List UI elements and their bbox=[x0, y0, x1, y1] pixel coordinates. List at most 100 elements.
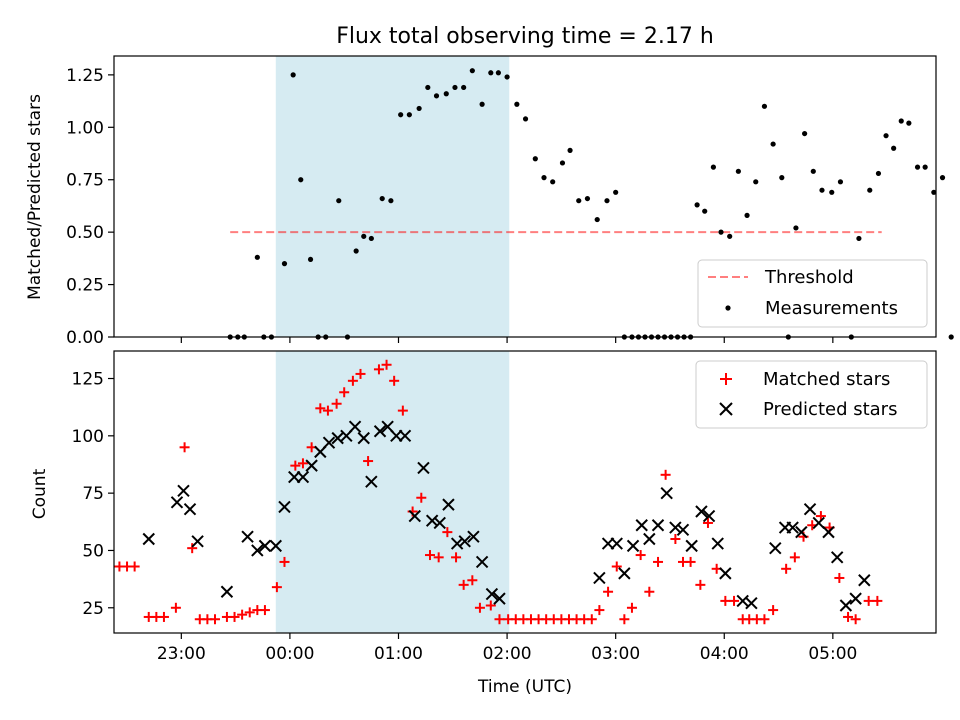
matched-star-point bbox=[850, 614, 861, 625]
predicted-star-point bbox=[220, 585, 234, 598]
predicted-star-point bbox=[241, 530, 254, 543]
measurement-point bbox=[718, 229, 724, 235]
matched-star-point bbox=[619, 614, 630, 625]
predicted-star-point bbox=[786, 521, 799, 534]
bottom-x-tick-label: 23:00 bbox=[157, 644, 206, 664]
matched-star-point bbox=[458, 579, 469, 590]
matched-star-point bbox=[863, 595, 874, 606]
measurement-point bbox=[425, 84, 431, 91]
matched-star-point bbox=[467, 575, 478, 586]
bottom-legend-box bbox=[695, 360, 928, 429]
matched-star-point bbox=[834, 572, 845, 583]
measurement-point bbox=[452, 84, 458, 91]
predicted-star-point bbox=[425, 514, 439, 527]
measurement-point bbox=[416, 105, 422, 112]
predicted-star-point bbox=[251, 544, 264, 557]
predicted-star-point bbox=[702, 509, 716, 523]
matched-star-point bbox=[373, 364, 384, 375]
matched-star-point bbox=[789, 552, 800, 563]
predicted-star-point bbox=[417, 461, 430, 475]
matched-star-point bbox=[416, 492, 427, 503]
measurement-point bbox=[461, 84, 467, 91]
measurement-point bbox=[254, 254, 260, 260]
measurement-point bbox=[353, 248, 359, 254]
legend-predicted-label: Predicted stars bbox=[763, 399, 897, 420]
predicted-star-point bbox=[191, 535, 204, 548]
matched-star-point bbox=[339, 387, 350, 398]
measurement-point bbox=[819, 187, 825, 193]
predicted-star-point bbox=[322, 436, 336, 449]
predicted-star-point bbox=[296, 470, 310, 484]
top-y-ticks: 0.00 0.25 0.50 0.75 1.00 1.25 bbox=[66, 66, 114, 348]
measurement-point bbox=[469, 68, 475, 74]
top-y-tick-label: 0.50 bbox=[66, 223, 104, 243]
predicted-stars-points bbox=[142, 420, 871, 612]
predicted-star-point bbox=[839, 599, 853, 612]
measurement-point bbox=[613, 189, 619, 195]
bottom-y-tick-label: 125 bbox=[72, 370, 104, 390]
matched-star-point bbox=[187, 543, 198, 554]
matched-star-point bbox=[695, 579, 706, 590]
bottom-y-tick-label: 25 bbox=[82, 599, 104, 619]
predicted-star-point bbox=[676, 523, 690, 537]
predicted-star-point bbox=[803, 502, 817, 516]
measurement-point bbox=[727, 233, 733, 239]
measurement-point bbox=[298, 177, 304, 183]
measurement-point bbox=[898, 118, 904, 124]
matched-star-point bbox=[209, 614, 220, 625]
matched-star-point bbox=[872, 595, 883, 606]
measurement-point bbox=[867, 187, 873, 193]
matched-star-point bbox=[397, 405, 408, 416]
measurement-point bbox=[604, 198, 610, 204]
measurement-point bbox=[559, 160, 566, 166]
predicted-star-point bbox=[278, 500, 291, 514]
measurement-point bbox=[406, 112, 412, 118]
measurement-point bbox=[735, 168, 741, 174]
measurement-point bbox=[336, 198, 342, 204]
predicted-star-point bbox=[458, 535, 471, 548]
bottom-x-ticks: 23:00 00:00 01:00 02:00 03:00 04:00 05:00 bbox=[157, 633, 857, 664]
matched-star-point bbox=[229, 611, 240, 622]
predicted-star-point bbox=[475, 555, 489, 569]
measurement-point bbox=[883, 133, 889, 139]
predicted-star-point bbox=[348, 420, 362, 433]
measurement-point bbox=[495, 70, 501, 76]
measurement-point bbox=[891, 145, 897, 151]
matched-star-point bbox=[129, 561, 140, 572]
matched-star-point bbox=[170, 602, 181, 613]
measurement-point bbox=[753, 179, 759, 185]
bottom-x-tick-label: 02:00 bbox=[483, 644, 532, 664]
top-y-axis-label: Matched/Predicted stars bbox=[25, 94, 45, 300]
top-y-tick-label: 0.75 bbox=[66, 171, 104, 191]
matched-star-point bbox=[259, 605, 270, 616]
measurement-point bbox=[922, 164, 928, 170]
bottom-x-tick-label: 03:00 bbox=[591, 644, 640, 664]
measurement-point bbox=[379, 195, 385, 202]
measurement-point bbox=[802, 130, 808, 137]
measurement-point bbox=[810, 168, 816, 174]
predicted-star-point bbox=[769, 541, 782, 555]
matched-star-point bbox=[485, 600, 496, 611]
matched-star-point bbox=[297, 458, 308, 469]
predicted-star-point bbox=[695, 505, 708, 518]
measurement-point bbox=[479, 101, 485, 107]
predicted-star-point bbox=[635, 519, 648, 532]
predicted-star-point bbox=[812, 516, 825, 530]
measurement-point bbox=[361, 233, 367, 239]
matched-star-point bbox=[635, 550, 646, 561]
measurement-point bbox=[856, 235, 862, 242]
bottom-x-tick-label: 01:00 bbox=[374, 644, 423, 664]
matched-star-point bbox=[670, 534, 681, 544]
matched-star-point bbox=[843, 611, 854, 622]
measurement-point bbox=[584, 195, 591, 202]
top-y-tick-label: 0.00 bbox=[66, 328, 104, 348]
predicted-star-point bbox=[408, 509, 421, 523]
measurement-point bbox=[388, 198, 394, 204]
measurement-point bbox=[761, 103, 768, 109]
measurement-point bbox=[906, 120, 912, 126]
measurement-point bbox=[504, 74, 510, 80]
matched-star-point bbox=[315, 403, 326, 414]
bottom-x-tick-label: 04:00 bbox=[700, 644, 749, 664]
top-panel: 0.00 0.25 0.50 0.75 1.00 1.25 Flux total obse… bbox=[25, 24, 954, 348]
predicted-star-point bbox=[626, 539, 640, 553]
